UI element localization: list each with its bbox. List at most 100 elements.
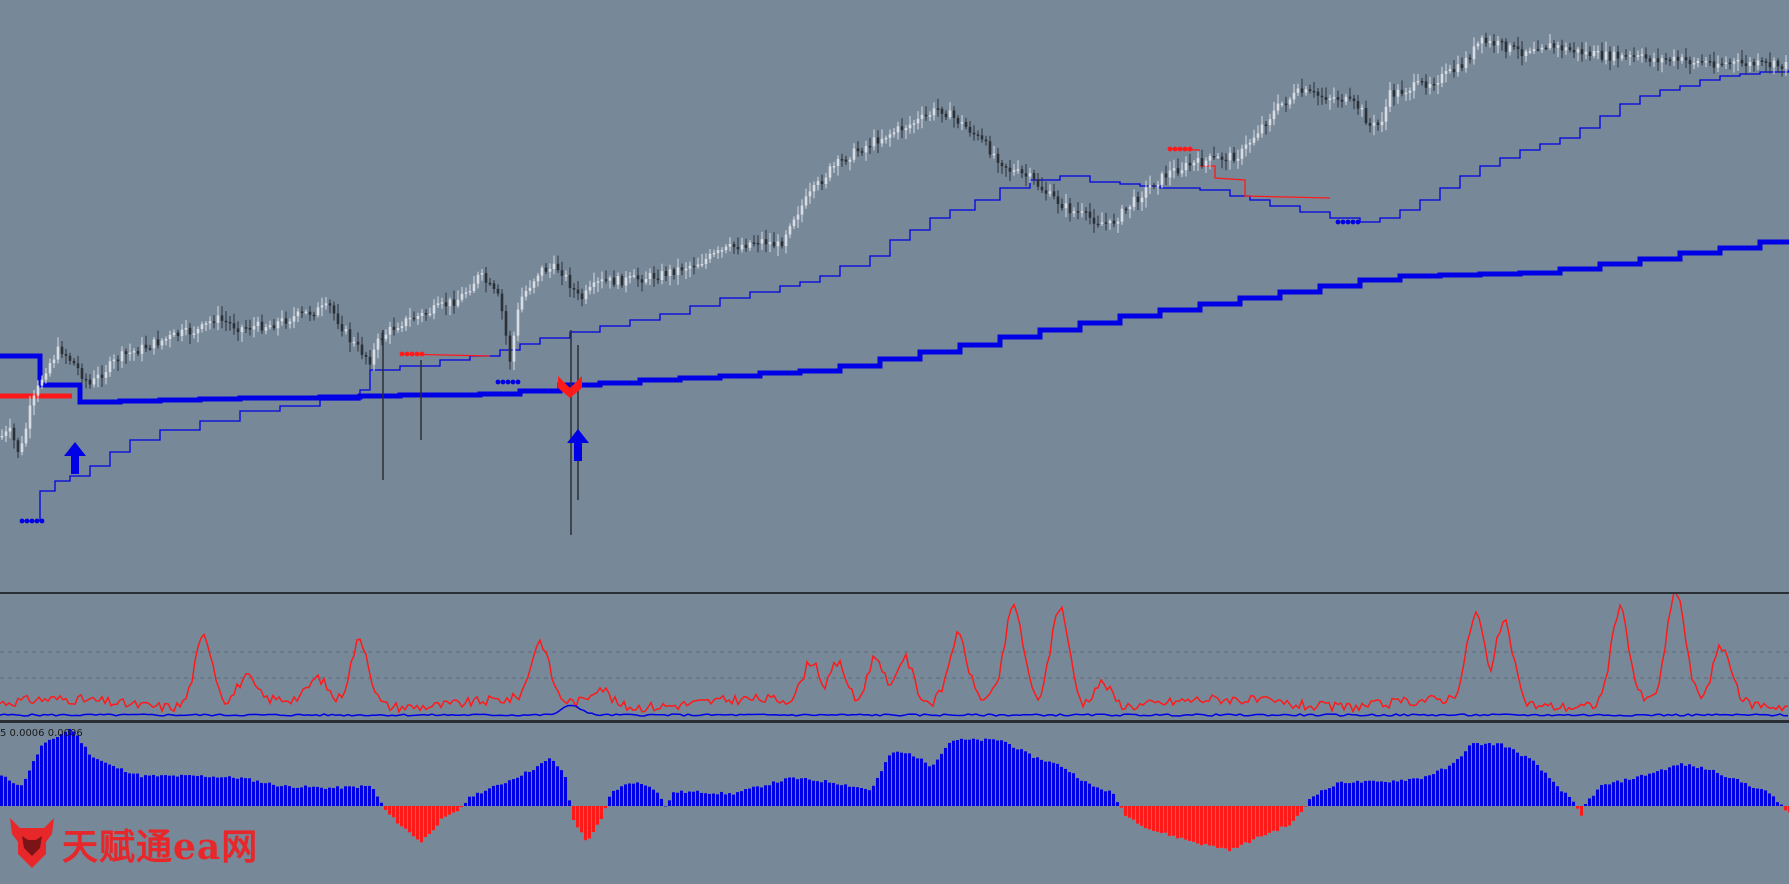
candle-body xyxy=(1284,103,1288,106)
candle-body xyxy=(636,275,640,280)
candle-body xyxy=(1032,173,1036,180)
histogram-bar xyxy=(852,786,855,806)
histogram-bar xyxy=(1664,770,1667,806)
candle-body xyxy=(884,137,888,140)
histogram-bar xyxy=(832,782,835,806)
histogram-bar xyxy=(496,784,499,806)
candle-body xyxy=(484,273,488,283)
candle-body xyxy=(1160,173,1164,185)
histogram-bar xyxy=(920,758,923,806)
histogram-bar xyxy=(716,794,719,806)
histogram-bar xyxy=(192,775,195,806)
candle-body xyxy=(4,431,8,436)
candle-body xyxy=(88,379,92,385)
candle-body xyxy=(1436,83,1440,85)
histogram-bar xyxy=(1644,775,1647,806)
candle-body xyxy=(524,290,528,297)
red-dot-marker xyxy=(414,351,420,357)
candle-body xyxy=(1432,83,1436,86)
candle-body xyxy=(140,344,144,354)
candle-body xyxy=(1660,58,1664,63)
candle-body xyxy=(1136,196,1140,203)
histogram-bar xyxy=(888,755,891,806)
candle-body xyxy=(1504,41,1508,52)
histogram-bar xyxy=(616,789,619,806)
candle-body xyxy=(516,309,520,336)
histogram-bar xyxy=(1776,802,1779,806)
histogram-bar xyxy=(644,785,647,806)
red-dot-marker xyxy=(1177,146,1183,152)
candle-body xyxy=(1724,62,1728,65)
candle-body xyxy=(1508,45,1512,52)
histogram-bar xyxy=(328,787,331,806)
candle-body xyxy=(456,299,460,306)
candle-body xyxy=(1552,43,1556,48)
candle-body xyxy=(160,340,164,346)
histogram-bar xyxy=(724,794,727,806)
histogram-bar xyxy=(1460,756,1463,806)
histogram-bar xyxy=(84,746,87,806)
candle-body xyxy=(1588,51,1592,56)
candle-body xyxy=(1216,156,1220,159)
candle-body xyxy=(1288,99,1292,105)
histogram-bar xyxy=(988,739,991,806)
histogram-bar xyxy=(76,735,79,806)
histogram-bar xyxy=(1684,765,1687,806)
candle-body xyxy=(872,137,876,147)
histogram-bar xyxy=(1452,762,1455,806)
candle-body xyxy=(1364,107,1368,124)
histogram-bar xyxy=(1096,787,1099,806)
histogram-bar xyxy=(1056,763,1059,806)
histogram-bar xyxy=(164,775,167,806)
histogram-bar xyxy=(1388,782,1391,806)
histogram-bar xyxy=(860,787,863,806)
candle-body xyxy=(984,139,988,142)
histogram-bar xyxy=(1572,801,1575,806)
histogram-bar xyxy=(204,776,207,806)
histogram-bar xyxy=(1016,749,1019,806)
histogram-bar xyxy=(1304,806,1307,807)
candle-body xyxy=(1484,37,1488,44)
candle-body xyxy=(1392,90,1396,97)
histogram-bar xyxy=(648,786,651,806)
histogram-bar xyxy=(720,791,723,806)
histogram-bar xyxy=(712,793,715,806)
candle-body xyxy=(132,351,136,353)
candle-body xyxy=(1712,61,1716,68)
candle-body xyxy=(448,299,452,307)
histogram-bar xyxy=(1692,766,1695,806)
histogram-bar xyxy=(1320,790,1323,806)
histogram-bar xyxy=(308,787,311,806)
histogram-bar xyxy=(1576,806,1579,809)
candle-body xyxy=(1184,162,1188,171)
candle-body xyxy=(1252,137,1256,143)
price-panel xyxy=(0,32,1789,594)
histogram-bar xyxy=(1632,778,1635,806)
candle-body xyxy=(812,185,816,192)
candle-body xyxy=(664,271,668,277)
candle-body xyxy=(608,277,612,281)
candle-body xyxy=(1172,168,1176,171)
histogram-bar xyxy=(1756,788,1759,806)
histogram-bar xyxy=(1188,806,1191,841)
histogram-bar xyxy=(1724,777,1727,806)
candle-body xyxy=(1412,82,1416,91)
histogram-bar xyxy=(160,775,163,806)
histogram-bar xyxy=(620,786,623,806)
candle-body xyxy=(400,326,404,329)
candle-body xyxy=(920,114,924,119)
histogram-bar xyxy=(452,806,455,813)
histogram-bar xyxy=(400,806,403,827)
histogram-bar xyxy=(1224,806,1227,849)
histogram-bar xyxy=(80,743,83,806)
histogram-bar xyxy=(384,806,387,810)
candle-body xyxy=(1736,59,1740,62)
histogram-bar xyxy=(200,775,203,806)
candle-body xyxy=(36,385,40,396)
candle-body xyxy=(1260,124,1264,134)
histogram-bar xyxy=(1508,747,1511,806)
histogram-bar xyxy=(224,777,227,806)
candle-body xyxy=(360,344,364,355)
candle-body xyxy=(672,269,676,275)
candle-body xyxy=(740,244,744,250)
